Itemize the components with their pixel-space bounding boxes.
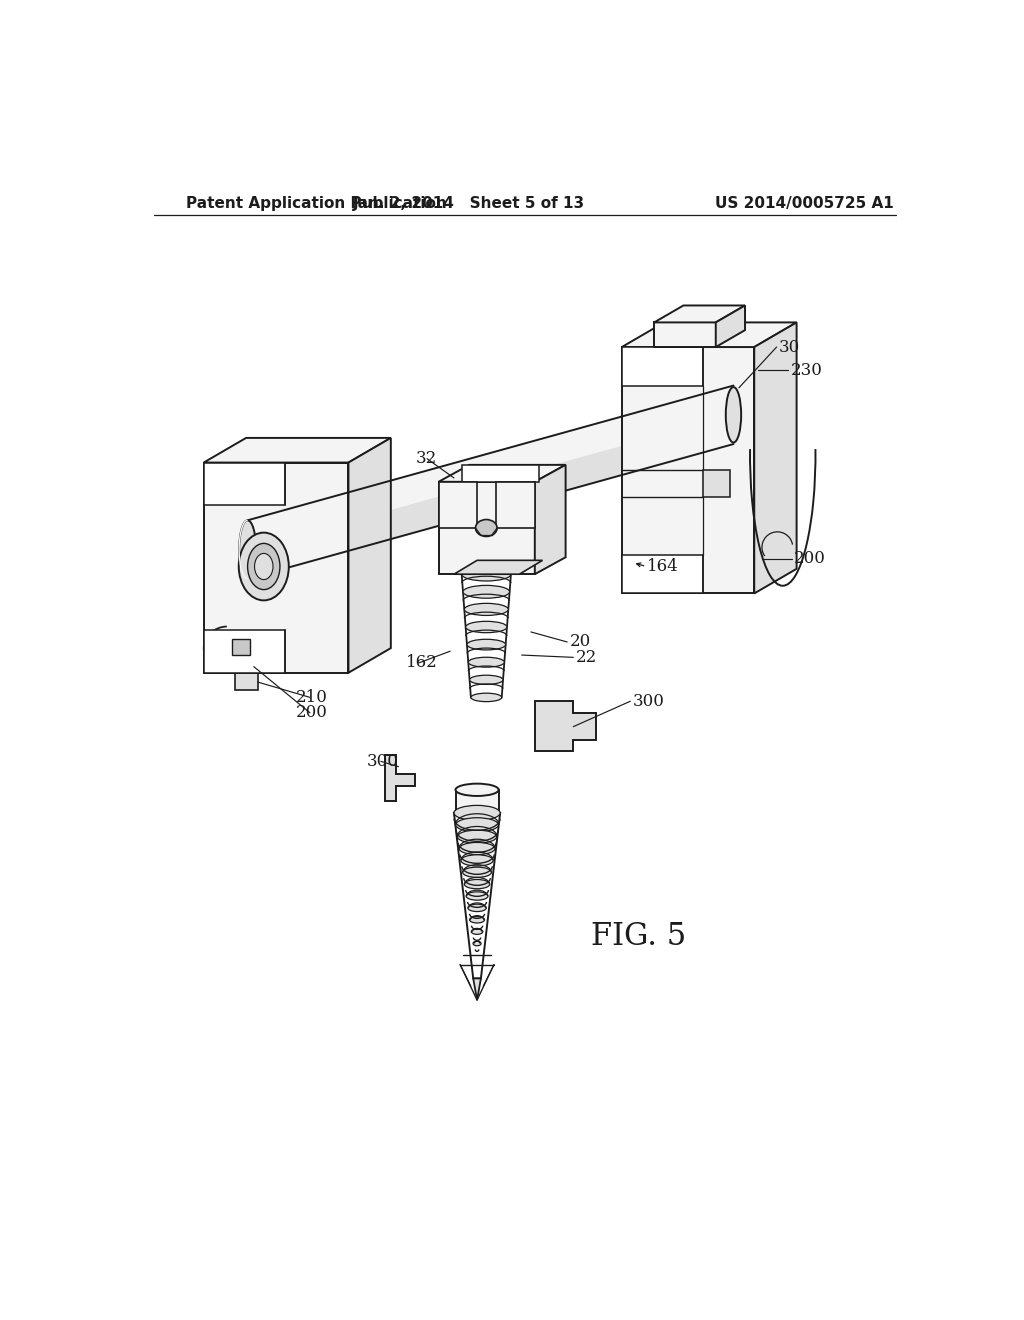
Polygon shape [716,305,745,347]
Text: 200: 200 [296,705,328,721]
Polygon shape [385,755,416,801]
Text: 162: 162 [406,655,437,672]
Ellipse shape [463,585,510,598]
Polygon shape [622,322,797,347]
Polygon shape [204,462,285,506]
Polygon shape [654,322,716,347]
Polygon shape [248,385,733,549]
Ellipse shape [473,941,481,945]
Polygon shape [204,462,348,673]
Polygon shape [473,978,481,1001]
Ellipse shape [461,855,494,866]
Ellipse shape [471,693,502,702]
Ellipse shape [248,544,280,590]
Polygon shape [622,554,702,594]
Polygon shape [454,560,543,574]
Ellipse shape [470,676,503,684]
Ellipse shape [456,784,499,796]
Ellipse shape [255,553,273,579]
Ellipse shape [468,904,486,912]
Polygon shape [702,470,730,498]
Text: 300: 300 [633,693,665,710]
Text: Patent Application Publication: Patent Application Publication [186,195,446,211]
Text: 30: 30 [779,338,800,355]
Text: 200: 200 [795,550,826,568]
Polygon shape [535,465,565,574]
Polygon shape [535,701,596,751]
Polygon shape [438,465,565,482]
Ellipse shape [456,817,499,832]
Text: 164: 164 [646,558,678,576]
Text: US 2014/0005725 A1: US 2014/0005725 A1 [715,195,894,211]
Polygon shape [497,482,535,528]
Polygon shape [348,438,391,673]
Polygon shape [438,482,477,528]
Ellipse shape [454,805,500,821]
Ellipse shape [466,892,488,900]
Text: Jan. 2, 2014   Sheet 5 of 13: Jan. 2, 2014 Sheet 5 of 13 [353,195,586,211]
Polygon shape [234,665,271,673]
Ellipse shape [467,639,506,649]
Ellipse shape [470,916,484,923]
Polygon shape [248,414,733,578]
Text: FIG. 5: FIG. 5 [591,920,686,952]
Polygon shape [456,789,499,813]
Polygon shape [438,482,535,574]
Polygon shape [654,305,745,322]
Text: 22: 22 [575,649,597,665]
Ellipse shape [462,568,511,581]
Ellipse shape [240,520,256,578]
Ellipse shape [456,807,499,818]
Text: 210: 210 [296,689,328,706]
Polygon shape [234,673,258,689]
Text: 20: 20 [569,634,591,651]
Text: 300: 300 [367,752,398,770]
Ellipse shape [466,622,507,632]
Polygon shape [204,438,391,462]
Ellipse shape [458,830,497,843]
Ellipse shape [726,387,741,442]
Ellipse shape [459,842,495,854]
Ellipse shape [464,879,489,888]
Polygon shape [622,347,755,594]
Ellipse shape [471,929,483,935]
Polygon shape [622,347,702,385]
Ellipse shape [468,657,505,667]
Text: 32: 32 [416,450,436,467]
Ellipse shape [464,603,508,615]
Ellipse shape [239,532,289,601]
Polygon shape [232,639,250,655]
Polygon shape [755,322,797,594]
Text: 230: 230 [791,362,822,379]
Ellipse shape [463,867,492,878]
Polygon shape [204,631,285,673]
Ellipse shape [475,520,497,536]
Polygon shape [462,465,539,482]
